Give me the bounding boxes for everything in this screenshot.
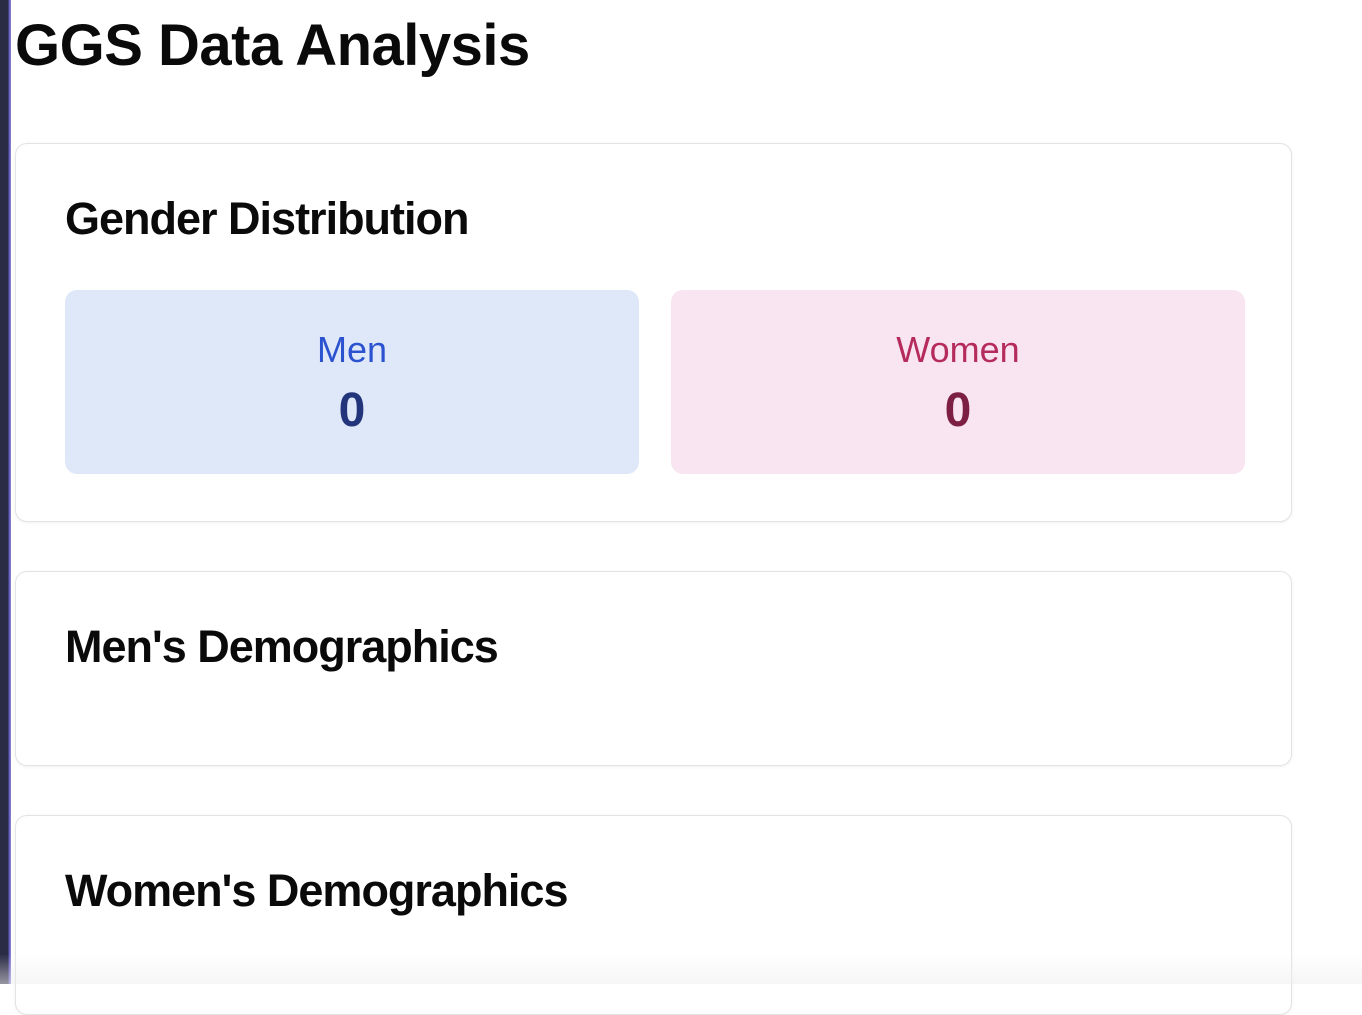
page-title: GGS Data Analysis — [15, 13, 530, 78]
window-left-edge — [0, 0, 11, 984]
men-count: 0 — [338, 384, 366, 437]
men-stat-box: Men 0 — [65, 290, 639, 474]
mens-demographics-card: Men's Demographics — [15, 571, 1292, 766]
womens-demographics-card: Women's Demographics — [15, 815, 1292, 1015]
men-label: Men — [316, 329, 388, 370]
gender-distribution-title: Gender Distribution — [65, 193, 470, 244]
women-stat-box: Women 0 — [671, 290, 1245, 474]
gender-distribution-card: Gender Distribution Men 0 Women 0 — [15, 143, 1292, 522]
women-count: 0 — [944, 384, 972, 437]
mens-demographics-title: Men's Demographics — [65, 621, 499, 672]
women-label: Women — [896, 329, 1020, 370]
womens-demographics-title: Women's Demographics — [65, 865, 568, 916]
